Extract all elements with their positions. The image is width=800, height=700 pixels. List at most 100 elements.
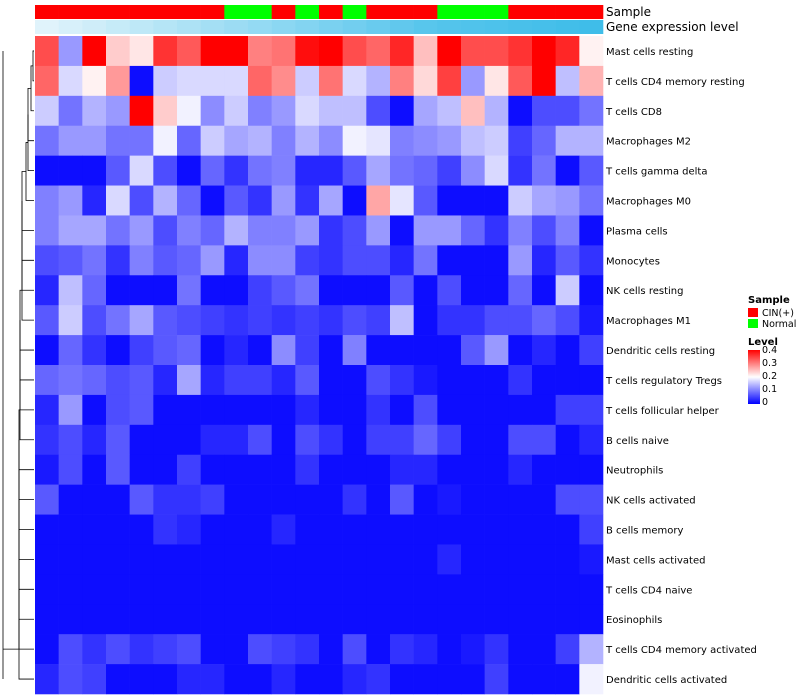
row-dendrogram — [2, 50, 34, 680]
heatmap-cell — [366, 514, 391, 545]
heatmap-cell — [342, 514, 367, 545]
heatmap-cell — [129, 365, 154, 396]
heatmap-cell — [200, 634, 225, 665]
heatmap-cell — [461, 215, 485, 246]
heatmap-cell — [461, 275, 485, 306]
heatmap-cell — [200, 574, 225, 605]
heatmap-cell — [58, 335, 83, 366]
heatmap-cell — [248, 484, 272, 515]
expression-annotation-cell — [437, 20, 462, 34]
heatmap-cell — [153, 305, 178, 336]
heatmap-cell — [532, 664, 556, 695]
heatmap-cell — [129, 335, 154, 366]
heatmap-cell — [555, 544, 580, 575]
heatmap-cell — [224, 305, 249, 336]
heatmap-cell — [58, 664, 83, 695]
expression-annotation-cell — [58, 20, 83, 34]
heatmap-cell — [319, 664, 343, 695]
heatmap-cell — [177, 65, 201, 97]
heatmap-cell — [271, 574, 296, 605]
heatmap-cell — [295, 454, 320, 485]
heatmap-cell — [106, 335, 130, 366]
heatmap-cell — [555, 185, 580, 216]
heatmap-cell — [508, 36, 533, 67]
heatmap-cell — [271, 215, 296, 246]
heatmap-cell — [224, 424, 249, 456]
heatmap-cell — [271, 36, 296, 67]
heatmap-cell — [437, 424, 462, 456]
heatmap-cell — [461, 514, 485, 545]
heatmap-cell — [153, 215, 178, 246]
heatmap-cell — [58, 604, 83, 635]
heatmap-cell — [58, 454, 83, 485]
heatmap-cell — [532, 454, 556, 485]
heatmap-cell — [461, 36, 485, 67]
heatmap-cell — [579, 544, 604, 575]
dendrogram-branch — [19, 379, 34, 441]
heatmap-cell — [555, 365, 580, 396]
heatmap-cell — [532, 65, 556, 97]
heatmap-cell — [579, 245, 604, 276]
heatmap-cell — [437, 65, 462, 97]
heatmap-cell — [35, 454, 59, 485]
heatmap-cell — [390, 454, 414, 485]
heatmap-cell — [484, 365, 509, 396]
heatmap-cell — [129, 305, 154, 336]
heatmap-cell — [224, 664, 249, 695]
heatmap-cell — [461, 424, 485, 456]
heatmap-cell — [35, 65, 59, 97]
heatmap-cell — [58, 155, 83, 186]
heatmap-cell — [177, 155, 201, 186]
heatmap-cell — [484, 275, 509, 306]
heatmap-cell — [295, 604, 320, 635]
heatmap-cell — [532, 155, 556, 186]
heatmap-cell — [295, 484, 320, 515]
heatmap-cell — [342, 155, 367, 186]
heatmap-cell — [484, 155, 509, 186]
heatmap-cell — [413, 454, 438, 485]
heatmap-cell — [106, 604, 130, 635]
heatmap-cell — [271, 335, 296, 366]
heatmap-cell — [295, 544, 320, 575]
heatmap-cell — [366, 424, 391, 456]
row-label: T cells CD8 — [605, 107, 662, 118]
heatmap-cell — [82, 125, 107, 156]
heatmap-cell — [508, 634, 533, 665]
heatmap-cell — [532, 36, 556, 67]
heatmap-cell — [153, 604, 178, 635]
heatmap-cell — [271, 95, 296, 127]
heatmap-cell — [390, 484, 414, 515]
heatmap-cell — [413, 484, 438, 515]
heatmap-cell — [508, 664, 533, 695]
heatmap-cell — [177, 424, 201, 456]
heatmap-cell — [390, 185, 414, 216]
heatmap-cell — [461, 65, 485, 97]
heatmap-cell — [437, 634, 462, 665]
heatmap-cell — [484, 394, 509, 426]
heatmap-cell — [106, 36, 130, 67]
sample-annotation-cell — [366, 5, 391, 19]
heatmap-cell — [35, 245, 59, 276]
heatmap-cell — [271, 484, 296, 515]
heatmap-cell — [342, 484, 367, 515]
heatmap-cell — [413, 245, 438, 276]
heatmap-cell — [58, 484, 83, 515]
row-label: Mast cells activated — [606, 555, 705, 566]
heatmap-cell — [579, 305, 604, 336]
heatmap-cell — [248, 335, 272, 366]
heatmap-cell — [271, 634, 296, 665]
expression-annotation-cell — [532, 20, 556, 34]
sample-annotation-cell — [579, 5, 604, 19]
heatmap-cell — [484, 664, 509, 695]
heatmap-cell — [437, 365, 462, 396]
heatmap-cell — [177, 95, 201, 127]
heatmap-cell — [366, 125, 391, 156]
heatmap-cell — [319, 365, 343, 396]
heatmap-cell — [484, 215, 509, 246]
annotation-label-sample: Sample — [606, 5, 651, 19]
dendrogram-branch — [21, 171, 34, 231]
heatmap-cell — [35, 125, 59, 156]
heatmap-cell — [484, 185, 509, 216]
expression-annotation-cell — [177, 20, 201, 34]
heatmap-cell — [342, 215, 367, 246]
